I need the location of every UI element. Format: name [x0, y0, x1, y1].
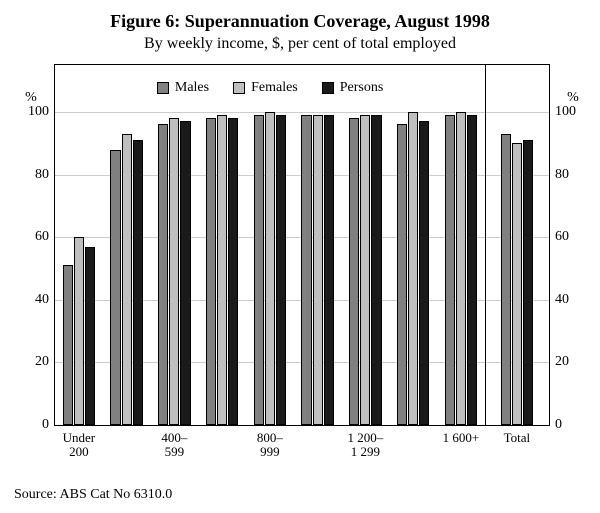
grid-line: [55, 112, 549, 113]
bar-males: [110, 150, 120, 425]
bar-males: [158, 124, 168, 425]
figure-title: Figure 6: Superannuation Coverage, Augus…: [0, 0, 600, 33]
bar-persons: [419, 121, 429, 425]
y-unit-right: %: [567, 90, 579, 106]
y-tick-left: 100: [28, 104, 49, 120]
legend-label: Persons: [340, 80, 384, 96]
legend-label: Males: [175, 80, 209, 96]
bar-persons: [228, 118, 238, 425]
y-tick-right: 100: [555, 104, 576, 120]
bar-persons: [180, 121, 190, 425]
bar-females: [122, 134, 132, 425]
bar-males: [397, 124, 407, 425]
legend-label: Females: [251, 80, 298, 96]
panel-separator: [485, 65, 486, 425]
x-tick-label: 1 600+: [443, 431, 480, 445]
y-tick-right: 60: [555, 229, 569, 245]
bar-females: [456, 112, 466, 425]
x-tick-label: 400–599: [161, 431, 187, 460]
bar-males: [349, 118, 359, 425]
bar-persons: [85, 247, 95, 425]
x-tick-label: Under200: [63, 431, 96, 460]
y-tick-left: 20: [35, 354, 49, 370]
bar-females: [217, 115, 227, 425]
y-tick-right: 80: [555, 167, 569, 183]
bar-females: [408, 112, 418, 425]
bar-males: [301, 115, 311, 425]
legend-swatch: [233, 82, 245, 94]
figure-container: Figure 6: Superannuation Coverage, Augus…: [0, 0, 600, 513]
y-tick-right: 20: [555, 354, 569, 370]
bar-persons: [276, 115, 286, 425]
x-tick-label: Total: [504, 431, 531, 445]
y-tick-right: 40: [555, 292, 569, 308]
legend-item: Persons: [322, 80, 384, 96]
legend-item: Females: [233, 80, 298, 96]
y-tick-left: 40: [35, 292, 49, 308]
bar-persons: [324, 115, 334, 425]
bar-males: [501, 134, 511, 425]
bar-persons: [467, 115, 477, 425]
y-tick-left: 0: [42, 417, 49, 433]
legend-swatch: [157, 82, 169, 94]
bar-females: [360, 115, 370, 425]
chart-legend: Males Females Persons: [157, 80, 383, 96]
bar-females: [74, 237, 84, 425]
y-tick-left: 60: [35, 229, 49, 245]
y-unit-left: %: [25, 90, 37, 106]
x-tick-label: 800–999: [257, 431, 283, 460]
y-tick-left: 80: [35, 167, 49, 183]
bar-females: [313, 115, 323, 425]
bar-males: [445, 115, 455, 425]
bar-females: [512, 143, 522, 425]
bar-persons: [523, 140, 533, 425]
chart-plot-area: 002020404060608080100100%%Under200400–59…: [54, 64, 550, 426]
legend-swatch: [322, 82, 334, 94]
chart-plot: [55, 65, 549, 425]
y-tick-right: 0: [555, 417, 562, 433]
bar-persons: [133, 140, 143, 425]
x-tick-label: 1 200–1 299: [348, 431, 384, 460]
legend-item: Males: [157, 80, 209, 96]
bar-males: [206, 118, 216, 425]
bar-females: [169, 118, 179, 425]
bar-males: [254, 115, 264, 425]
figure-source: Source: ABS Cat No 6310.0: [14, 487, 172, 503]
bar-persons: [371, 115, 381, 425]
figure-subtitle: By weekly income, $, per cent of total e…: [0, 33, 600, 53]
bar-males: [63, 265, 73, 425]
bar-females: [265, 112, 275, 425]
